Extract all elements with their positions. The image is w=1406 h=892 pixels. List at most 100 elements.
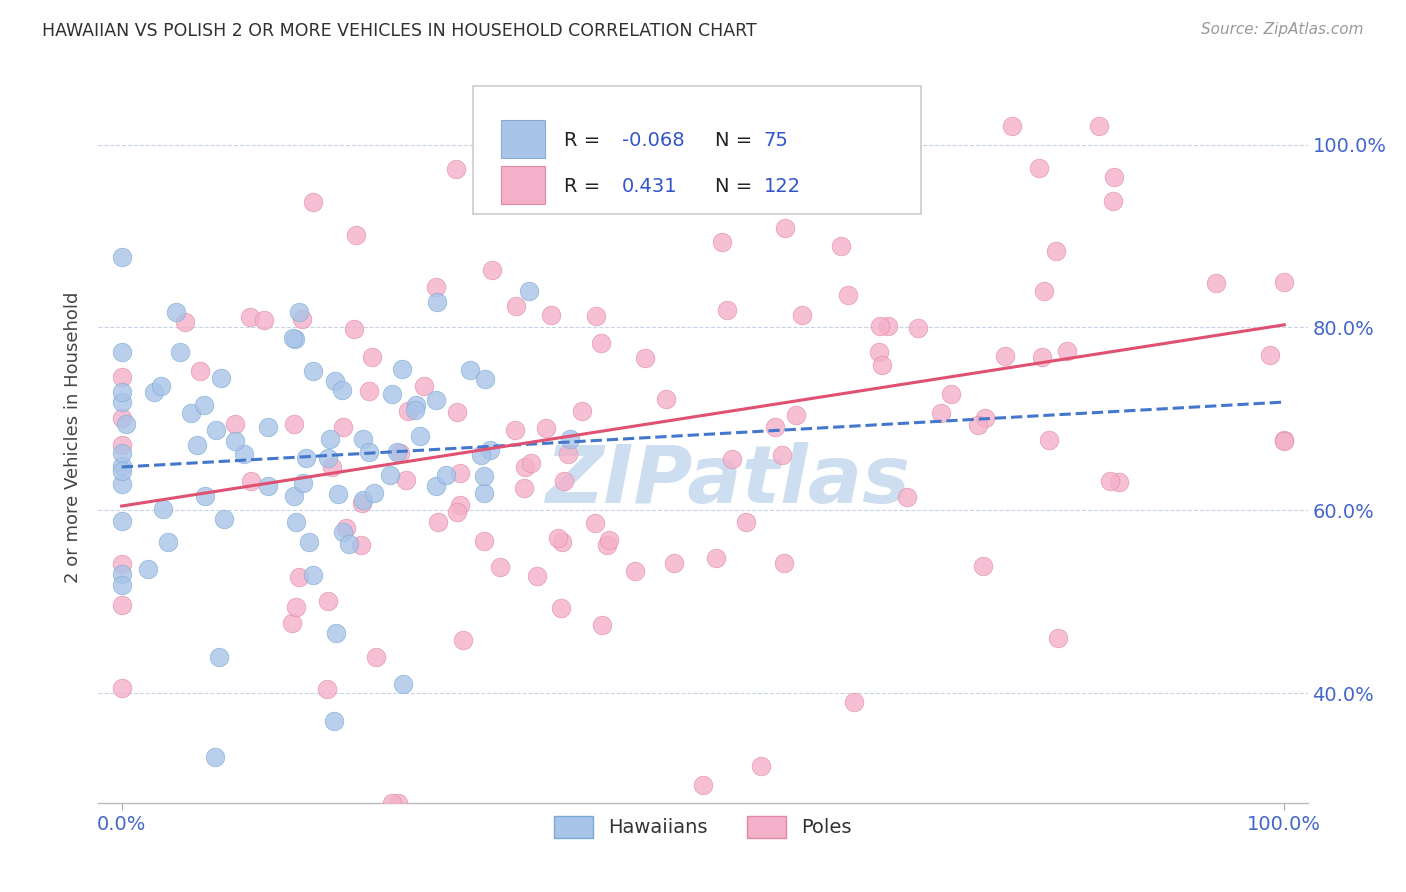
Point — [111, 370, 134, 384]
Point — [785, 408, 807, 422]
Point — [1205, 276, 1227, 290]
Point — [876, 318, 898, 333]
Point — [458, 363, 481, 377]
Point — [842, 695, 865, 709]
Text: ZIPatlas: ZIPatlas — [544, 442, 910, 520]
Point — [598, 533, 620, 548]
Point — [1272, 275, 1295, 289]
Point — [204, 750, 226, 764]
Point — [786, 183, 808, 197]
Point — [479, 442, 502, 457]
Point — [285, 600, 308, 615]
Point — [204, 424, 226, 438]
Point — [298, 534, 321, 549]
Point — [634, 351, 657, 366]
Point — [1047, 631, 1070, 645]
Point — [385, 444, 408, 458]
Point — [446, 405, 468, 419]
Point — [720, 452, 742, 467]
Point — [832, 120, 855, 134]
Point — [1101, 194, 1123, 208]
Point — [505, 299, 527, 313]
FancyBboxPatch shape — [501, 120, 544, 158]
Point — [239, 474, 262, 488]
Point — [224, 417, 246, 431]
Point — [256, 479, 278, 493]
Point — [907, 321, 929, 335]
Point — [359, 384, 381, 398]
Point — [169, 344, 191, 359]
Point — [239, 310, 262, 325]
Point — [396, 404, 419, 418]
Point — [582, 129, 605, 144]
Point — [301, 363, 323, 377]
Point — [773, 220, 796, 235]
Point — [381, 796, 404, 810]
Point — [325, 374, 347, 388]
Point — [571, 404, 593, 418]
Point — [111, 567, 134, 582]
Point — [323, 714, 346, 728]
Point — [257, 420, 280, 434]
Point — [1028, 161, 1050, 175]
Point — [352, 432, 374, 446]
Point — [321, 459, 343, 474]
Point — [330, 384, 353, 398]
Point — [352, 496, 374, 510]
Point — [316, 451, 339, 466]
Point — [488, 559, 510, 574]
Point — [412, 379, 434, 393]
Point — [186, 438, 208, 452]
FancyBboxPatch shape — [474, 86, 921, 214]
Point — [253, 313, 276, 327]
Point — [583, 516, 606, 530]
Point — [111, 410, 134, 425]
Point — [295, 450, 318, 465]
Text: 0.431: 0.431 — [621, 177, 678, 195]
Point — [974, 411, 997, 425]
Text: R =: R = — [564, 177, 606, 195]
Point — [285, 516, 308, 530]
Point — [1001, 120, 1024, 134]
Point — [869, 318, 891, 333]
Point — [281, 615, 304, 630]
Point — [111, 394, 134, 409]
Point — [994, 349, 1017, 363]
Text: HAWAIIAN VS POLISH 2 OR MORE VEHICLES IN HOUSEHOLD CORRELATION CHART: HAWAIIAN VS POLISH 2 OR MORE VEHICLES IN… — [42, 22, 756, 40]
Point — [332, 524, 354, 539]
Text: N =: N = — [716, 177, 759, 195]
Point — [404, 403, 426, 417]
Point — [972, 558, 994, 573]
Point — [426, 295, 449, 310]
Point — [534, 421, 557, 435]
Point — [281, 331, 304, 345]
Point — [560, 432, 582, 446]
Point — [591, 617, 613, 632]
Point — [453, 633, 475, 648]
Point — [1102, 170, 1125, 185]
Point — [446, 506, 468, 520]
Point — [734, 515, 756, 529]
Point — [111, 459, 134, 474]
Point — [283, 489, 305, 503]
Point — [111, 250, 134, 264]
Point — [165, 304, 187, 318]
Point — [344, 227, 367, 242]
Point — [550, 534, 572, 549]
Point — [301, 195, 323, 210]
Point — [449, 466, 471, 480]
Point — [517, 284, 540, 298]
Point — [342, 322, 364, 336]
Point — [896, 490, 918, 504]
Point — [540, 308, 562, 322]
Point — [111, 438, 134, 452]
Point — [332, 420, 354, 434]
Point — [193, 398, 215, 412]
Point — [589, 336, 612, 351]
Point — [288, 570, 311, 584]
Point — [291, 311, 314, 326]
Point — [966, 418, 988, 433]
Point — [830, 239, 852, 253]
Point — [474, 469, 496, 483]
Point — [939, 387, 962, 401]
